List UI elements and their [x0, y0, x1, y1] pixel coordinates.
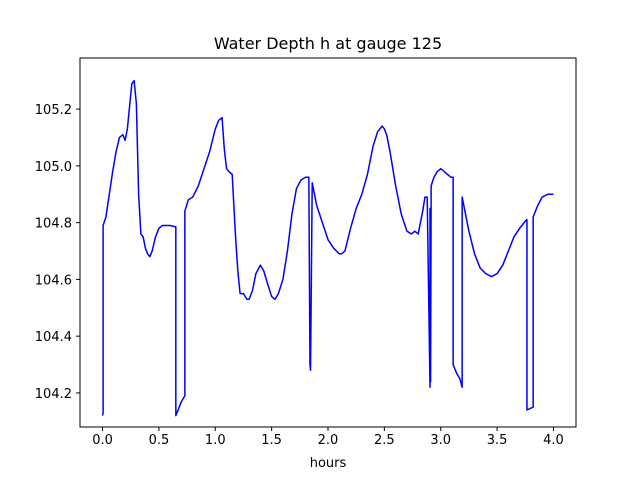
y-axis-ticks: 104.2 104.4 104.6 104.8 105.0 105.2 — [35, 103, 80, 402]
y-tick-label: 104.6 — [35, 273, 72, 288]
series-layer — [101, 79, 554, 417]
x-tick-label: 3.0 — [430, 433, 451, 448]
series-line-0 — [101, 79, 554, 417]
y-tick-label: 105.2 — [35, 103, 72, 118]
x-tick-label: 0.5 — [149, 433, 170, 448]
y-tick-label: 104.2 — [35, 387, 72, 402]
chart-title: Water Depth h at gauge 125 — [214, 34, 442, 53]
x-tick-label: 2.0 — [318, 433, 339, 448]
y-tick-label: 104.4 — [35, 330, 72, 345]
x-axis-label: hours — [310, 456, 347, 471]
x-tick-label: 3.5 — [487, 433, 508, 448]
x-tick-label: 1.0 — [205, 433, 226, 448]
x-axis-ticks: 0.0 0.5 1.0 1.5 2.0 2.5 3.0 3.5 4.0 — [92, 427, 564, 448]
y-tick-label: 105.0 — [35, 160, 72, 175]
x-tick-label: 4.0 — [543, 433, 564, 448]
x-tick-label: 0.0 — [92, 433, 113, 448]
y-tick-label: 104.8 — [35, 217, 72, 232]
plot-area-background — [80, 58, 576, 427]
x-tick-label: 2.5 — [374, 433, 395, 448]
x-tick-label: 1.5 — [261, 433, 282, 448]
